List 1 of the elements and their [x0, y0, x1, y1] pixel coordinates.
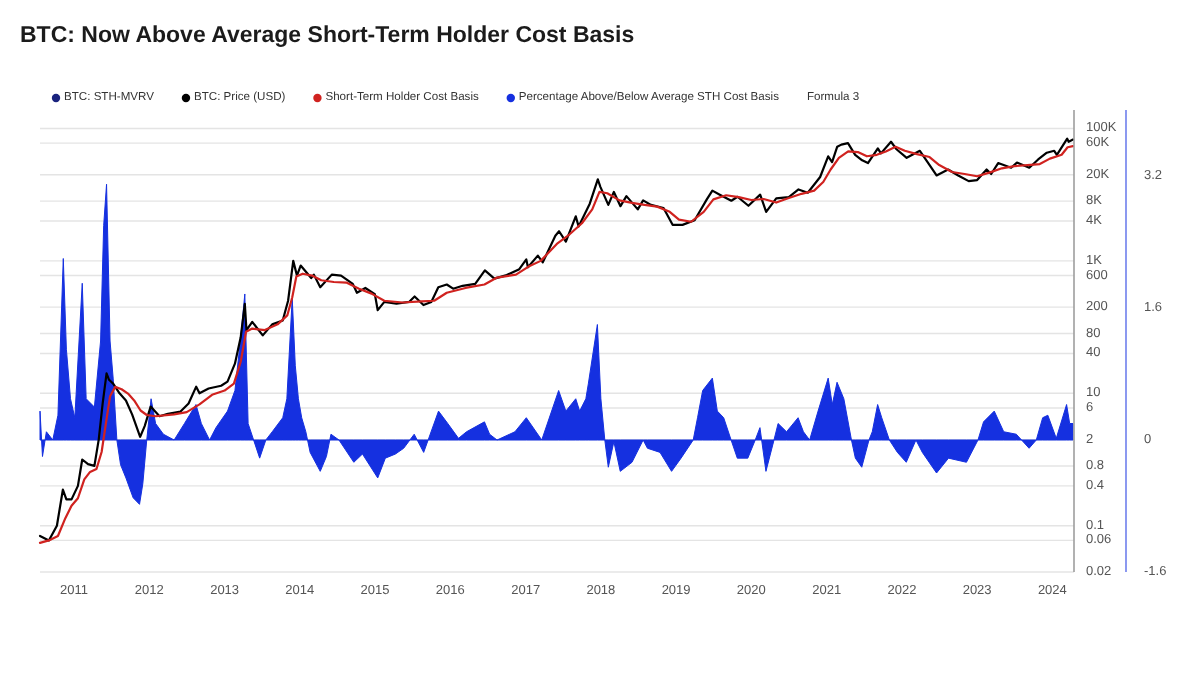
chart-title: BTC: Now Above Average Short-Term Holder Cost Basis [20, 24, 635, 48]
